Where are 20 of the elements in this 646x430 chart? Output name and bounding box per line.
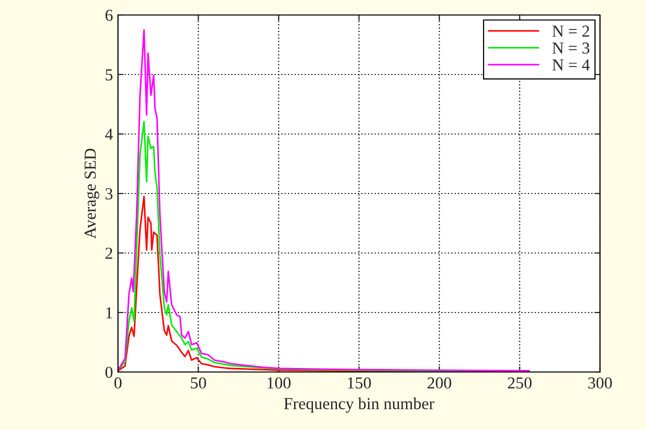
- y-tick-label: 6: [106, 10, 113, 21]
- x-axis-title: Frequency bin number: [284, 398, 434, 413]
- y-tick-label: 1: [106, 307, 112, 318]
- x-tick-label: 100: [268, 377, 291, 389]
- y-tick-label: 0: [105, 366, 113, 378]
- x-tick-label: 0: [114, 377, 122, 389]
- x-tick-label: 250: [508, 377, 532, 389]
- legend-label: N = 2: [552, 26, 590, 37]
- y-tick-label: 3: [106, 188, 112, 200]
- y-tick-label: 4: [105, 128, 113, 140]
- x-tick-label: 200: [428, 377, 452, 389]
- y-tick-label: 2: [106, 248, 112, 259]
- legend-label: N = 3: [552, 42, 590, 54]
- x-tick-label: 50: [190, 377, 206, 389]
- x-tick-label: 150: [348, 377, 371, 389]
- x-tick-label: 300: [588, 377, 612, 389]
- y-tick-label: 5: [106, 69, 112, 80]
- y-axis-title: Average SED: [84, 148, 100, 239]
- line-series: [118, 29, 530, 372]
- legend-label: N = 4: [552, 59, 590, 70]
